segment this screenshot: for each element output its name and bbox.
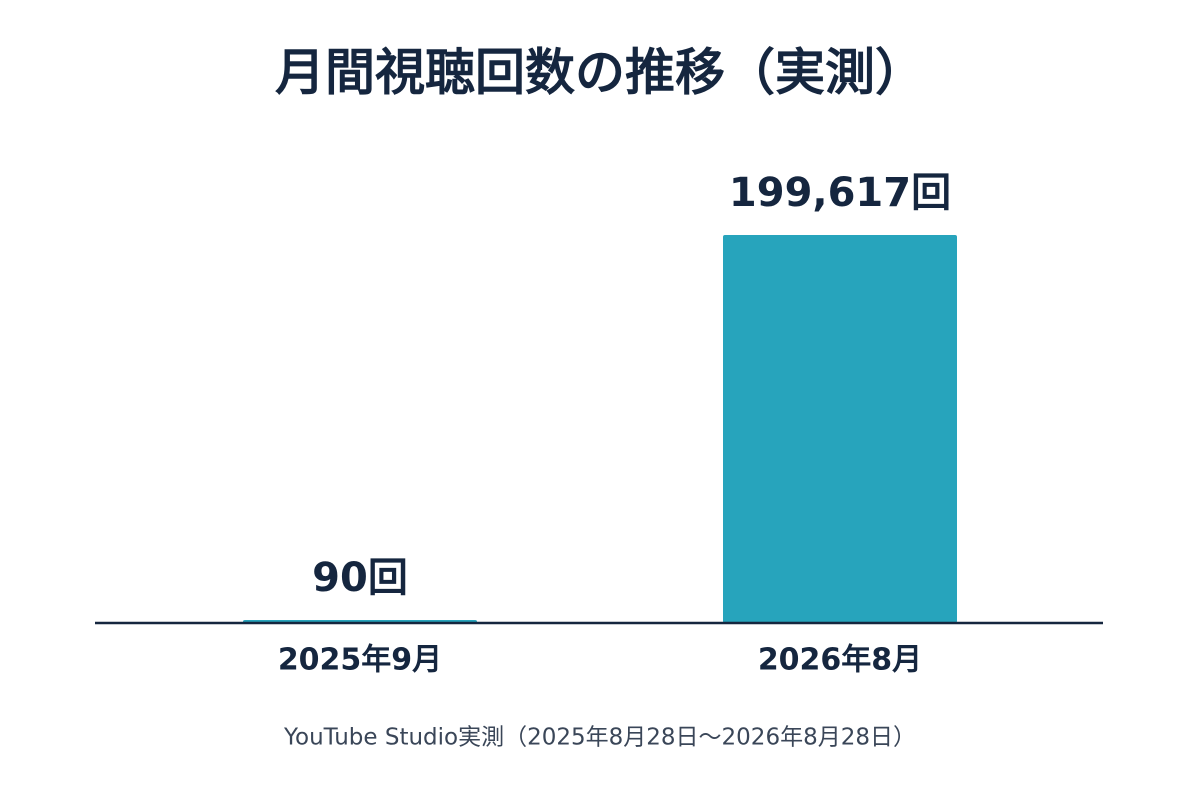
chart-title: 月間視聴回数の推移（実測）: [275, 44, 925, 102]
x-tick-label: 2026年8月: [758, 643, 922, 678]
value-label: 199,617回: [729, 170, 951, 216]
value-label: 90回: [312, 555, 408, 601]
bar: [723, 235, 957, 623]
note: YouTube Studio実測（2025年8月28日〜2026年8月28日）: [283, 725, 916, 751]
x-tick-label: 2025年9月: [278, 643, 442, 678]
